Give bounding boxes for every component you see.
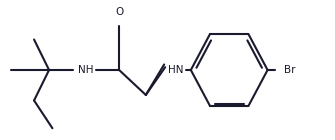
- Text: O: O: [115, 7, 123, 17]
- Text: NH: NH: [78, 65, 93, 75]
- Text: HN: HN: [168, 65, 184, 75]
- Text: Br: Br: [284, 65, 296, 75]
